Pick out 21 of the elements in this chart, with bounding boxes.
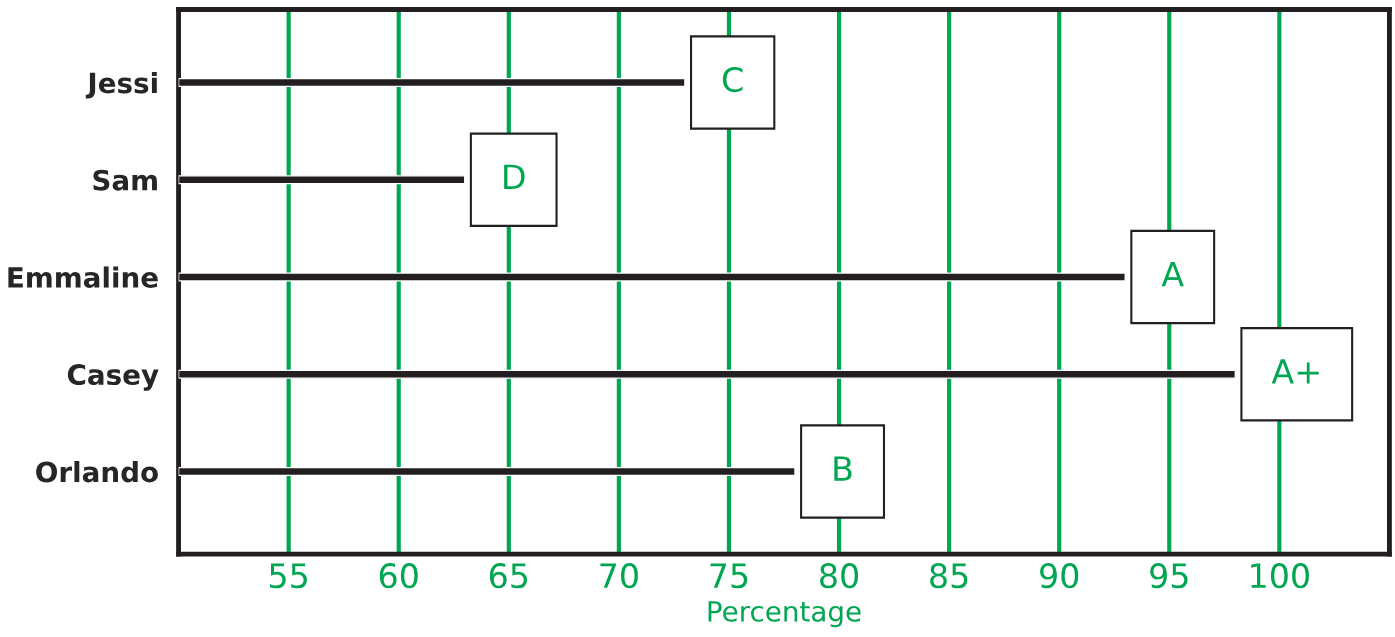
y-tick-label: Orlando — [36, 460, 158, 483]
y-tick-label: Casey — [67, 364, 159, 391]
data-label: D — [504, 164, 525, 189]
y-tick-label: Jessi — [85, 71, 157, 99]
y-tick-label: Sam — [93, 169, 157, 191]
x-tick-label: 55 — [270, 563, 307, 589]
data-label: A+ — [1271, 359, 1319, 384]
x-tick-label: 90 — [1040, 563, 1079, 589]
data-label: B — [834, 456, 852, 481]
x-tick-label: 75 — [710, 563, 748, 589]
x-axis-title: Percentage — [708, 601, 861, 628]
x-tick-label: 70 — [600, 563, 638, 589]
y-tick-label: Emmaline — [8, 266, 158, 288]
x-tick-label: 65 — [489, 563, 528, 589]
x-tick-label: 60 — [379, 563, 418, 589]
x-tick-label: 80 — [820, 563, 859, 589]
x-tick-label: 95 — [1150, 563, 1188, 589]
data-label: A — [1161, 261, 1184, 287]
x-tick-label: 85 — [930, 563, 968, 589]
data-label: C — [722, 66, 743, 93]
x-tick-label: 100 — [1251, 563, 1309, 589]
